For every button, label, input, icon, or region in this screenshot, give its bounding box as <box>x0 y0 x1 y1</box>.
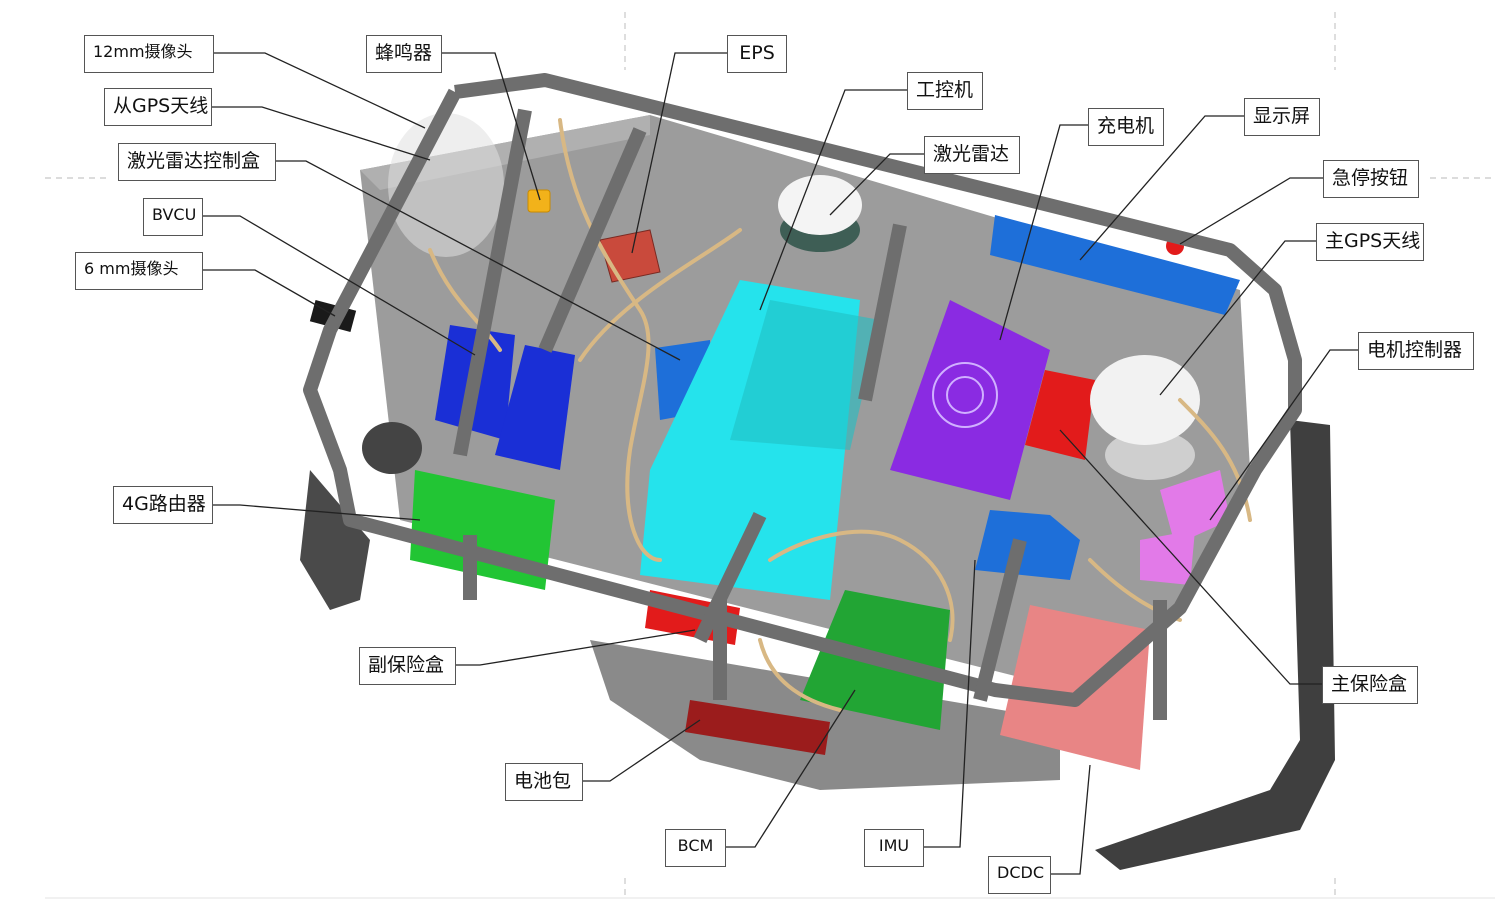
label-lidar-control-box: 激光雷达控制盒 <box>118 143 276 181</box>
label-bcm: BCM <box>665 829 726 867</box>
label-lidar: 激光雷达 <box>924 136 1020 174</box>
chassis-frame <box>303 73 1302 720</box>
label-battery: 电池包 <box>505 763 583 801</box>
label-imu: IMU <box>864 829 924 867</box>
components <box>309 113 1240 770</box>
label-main-gps: 主GPS天线 <box>1316 223 1424 261</box>
label-motor-controller: 电机控制器 <box>1358 332 1474 370</box>
label-camera-6mm: 6 mm摄像头 <box>75 252 203 290</box>
buzzer-unit <box>527 189 551 213</box>
secondary-gps-unit <box>388 113 504 257</box>
main-fuse-unit <box>1160 470 1230 545</box>
label-sub-fuse-box: 副保险盒 <box>359 647 456 685</box>
main-gps-unit <box>1090 355 1200 480</box>
label-router-4g: 4G路由器 <box>113 486 213 524</box>
lidar-unit <box>778 175 862 252</box>
label-buzzer: 蜂鸣器 <box>366 35 442 73</box>
guide-lines <box>45 12 1495 900</box>
label-bvcu: BVCU <box>143 198 203 236</box>
label-ipc: 工控机 <box>907 72 983 110</box>
motor-controller-unit <box>1025 370 1095 460</box>
display-unit <box>990 215 1240 315</box>
label-charger: 充电机 <box>1088 108 1164 146</box>
battery-unit <box>685 700 830 755</box>
label-secondary-gps: 从GPS天线 <box>104 88 212 126</box>
label-dcdc: DCDC <box>988 856 1051 894</box>
dcdc-unit <box>1000 605 1150 770</box>
label-camera-12mm: 12mm摄像头 <box>84 35 214 73</box>
label-main-fuse-box: 主保险盒 <box>1322 666 1418 704</box>
leader-lines <box>203 52 1358 875</box>
label-estop: 急停按钮 <box>1323 160 1419 198</box>
imu-unit <box>975 510 1080 580</box>
label-eps: EPS <box>727 35 787 73</box>
label-display: 显示屏 <box>1244 98 1320 136</box>
charger-unit <box>890 300 1050 500</box>
